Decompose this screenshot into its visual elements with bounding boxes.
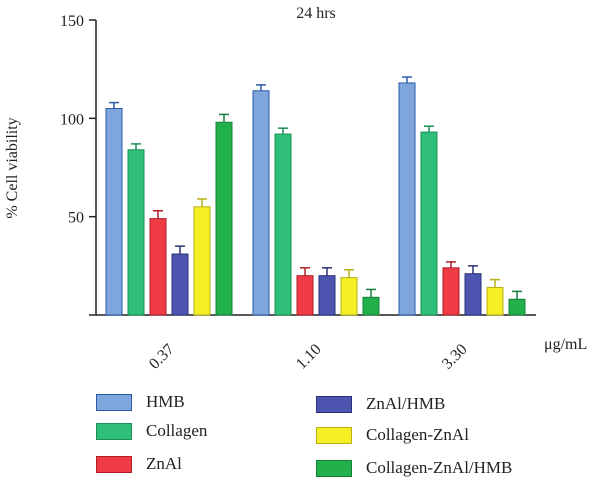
legend-item-collagen-znal: Collagen-ZnAl: [316, 425, 469, 445]
bar-znal-hmb: [318, 275, 336, 316]
bar-collagen-znal-hmb: [362, 296, 380, 316]
legend-item-znal-hmb: ZnAl/HMB: [316, 394, 445, 414]
legend-label: ZnAl/HMB: [366, 394, 446, 413]
bar-znal: [442, 267, 460, 316]
legend-label: ZnAl: [146, 454, 182, 473]
x-axis-unit-label: μg/mL: [544, 336, 587, 353]
legend-swatch: [316, 459, 352, 477]
bar-znal: [149, 218, 167, 316]
x-tick-label: 1.10: [293, 341, 325, 373]
bar-collagen-znal: [193, 206, 211, 316]
x-tick-label: 3.30: [439, 341, 471, 373]
legend: HMB Collagen ZnAl ZnAl/HMB Collagen-ZnAl Coll…: [0, 388, 600, 481]
chart-title: 24 hrs: [296, 5, 336, 22]
bar-znal-hmb: [464, 273, 482, 316]
legend-swatch: [96, 455, 132, 473]
bar-collagen-znal-hmb: [508, 298, 526, 316]
bar-collagen: [127, 149, 145, 316]
legend-label: HMB: [146, 392, 185, 411]
bar-collagen-znal-hmb: [215, 121, 233, 316]
bar-collagen-znal: [340, 277, 358, 316]
legend-swatch: [316, 426, 352, 444]
legend-item-hmb: HMB: [96, 392, 185, 412]
y-tick-label: 100: [60, 111, 84, 128]
legend-label: Collagen: [146, 421, 208, 440]
bar-chart: 50 100 150 0.37 1.10 3.30 24 hrs % Cell viabi…: [4, 5, 587, 373]
legend-swatch: [96, 422, 132, 440]
bars: [105, 76, 526, 316]
legend-swatch: [316, 395, 352, 413]
bar-collagen: [420, 131, 438, 316]
bar-collagen: [274, 133, 292, 316]
legend-item-collagen: Collagen: [96, 421, 207, 441]
x-tick-label: 0.37: [146, 341, 178, 373]
y-axis-label: % Cell viability: [4, 117, 21, 218]
y-tick-label: 50: [68, 210, 84, 227]
legend-label: Collagen-ZnAl/HMB: [366, 458, 513, 477]
legend-item-znal: ZnAl: [96, 454, 182, 474]
legend-item-collagen-znal-hmb: Collagen-ZnAl/HMB: [316, 458, 512, 478]
legend-swatch: [96, 393, 132, 411]
bar-collagen-znal: [486, 286, 504, 316]
legend-label: Collagen-ZnAl: [366, 425, 469, 444]
bar-znal-hmb: [171, 253, 189, 316]
y-tick-label: 150: [60, 13, 84, 30]
bar-hmb: [105, 108, 123, 316]
bar-hmb: [398, 82, 416, 316]
bar-znal: [296, 275, 314, 316]
bar-hmb: [252, 90, 270, 316]
